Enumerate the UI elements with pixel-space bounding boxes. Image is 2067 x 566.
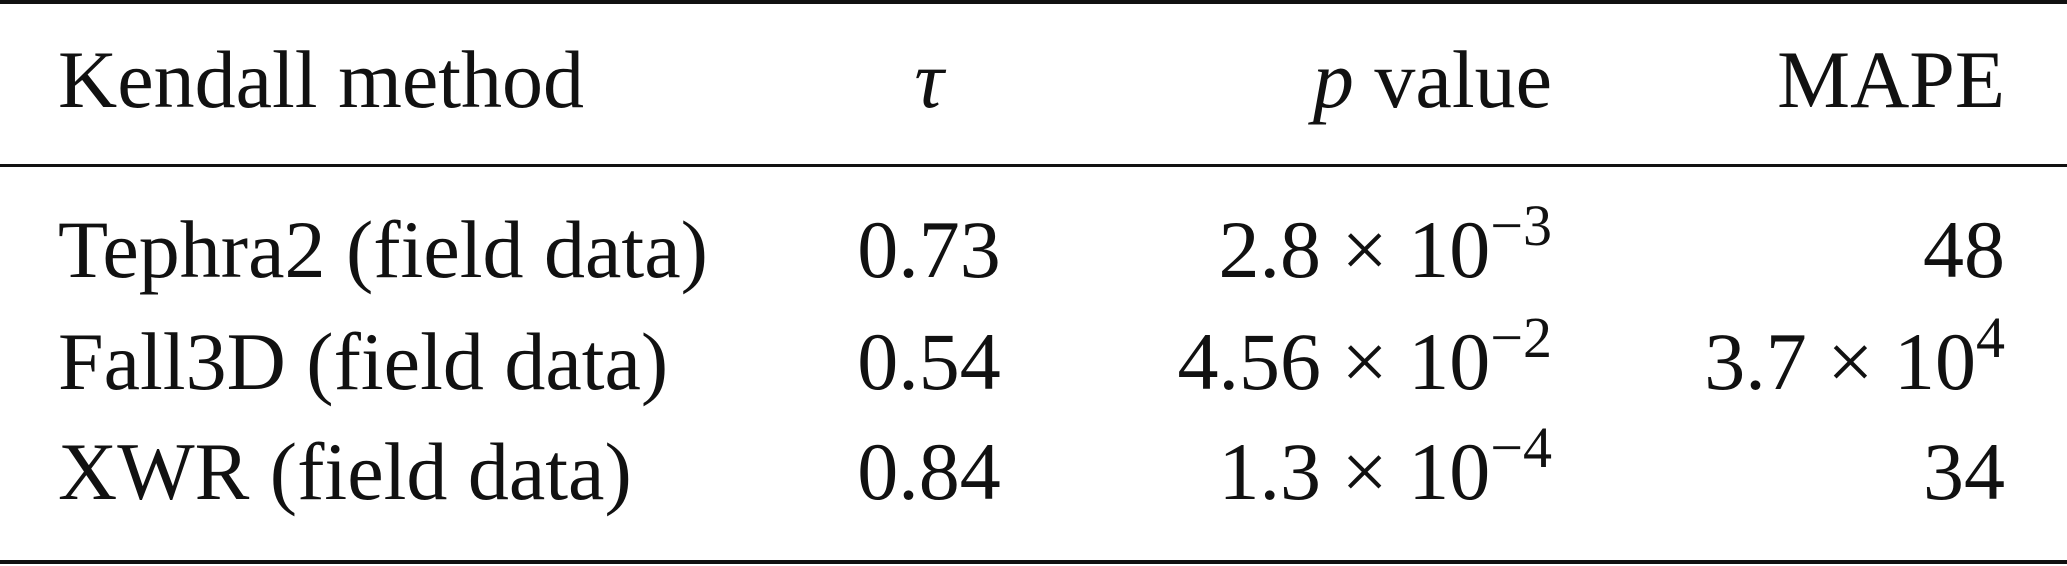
- body-cell: 4.56 × 10−2: [1178, 309, 1552, 403]
- mid-rule: [0, 164, 2067, 167]
- header-cell: p value: [1313, 39, 1552, 121]
- symbol: p: [1312, 34, 1354, 125]
- exponent: 4: [1976, 305, 2005, 371]
- header-cell: τ: [914, 34, 944, 125]
- body-cell: 0.73: [857, 204, 1001, 295]
- body-cell: 48: [1923, 204, 2005, 295]
- body-cell: 0.54: [857, 316, 1001, 407]
- body-cell: 2.8 × 10−3: [1219, 197, 1552, 291]
- mantissa: 3.7 × 10: [1704, 316, 1976, 407]
- mantissa: 4.56 × 10: [1177, 316, 1491, 407]
- body-cell: Tephra2 (field data): [58, 204, 708, 295]
- exponent: −4: [1490, 415, 1552, 481]
- header-cell: MAPE: [1777, 34, 2005, 125]
- top-rule: [0, 0, 2067, 4]
- body-cell: 0.84: [857, 426, 1001, 517]
- header-cell: Kendall method: [58, 34, 585, 125]
- body-cell: 1.3 × 10−4: [1219, 419, 1552, 513]
- mantissa: 2.8 × 10: [1218, 204, 1491, 295]
- bottom-rule: [0, 560, 2067, 564]
- body-cell: Fall3D (field data): [58, 316, 669, 407]
- body-cell: 3.7 × 104: [1704, 309, 2005, 403]
- label: value: [1374, 34, 1552, 125]
- body-cell: XWR (field data): [58, 426, 632, 517]
- exponent: −3: [1490, 193, 1552, 259]
- exponent: −2: [1490, 305, 1552, 371]
- mantissa: 1.3 × 10: [1218, 426, 1491, 517]
- body-cell: 34: [1923, 426, 2005, 517]
